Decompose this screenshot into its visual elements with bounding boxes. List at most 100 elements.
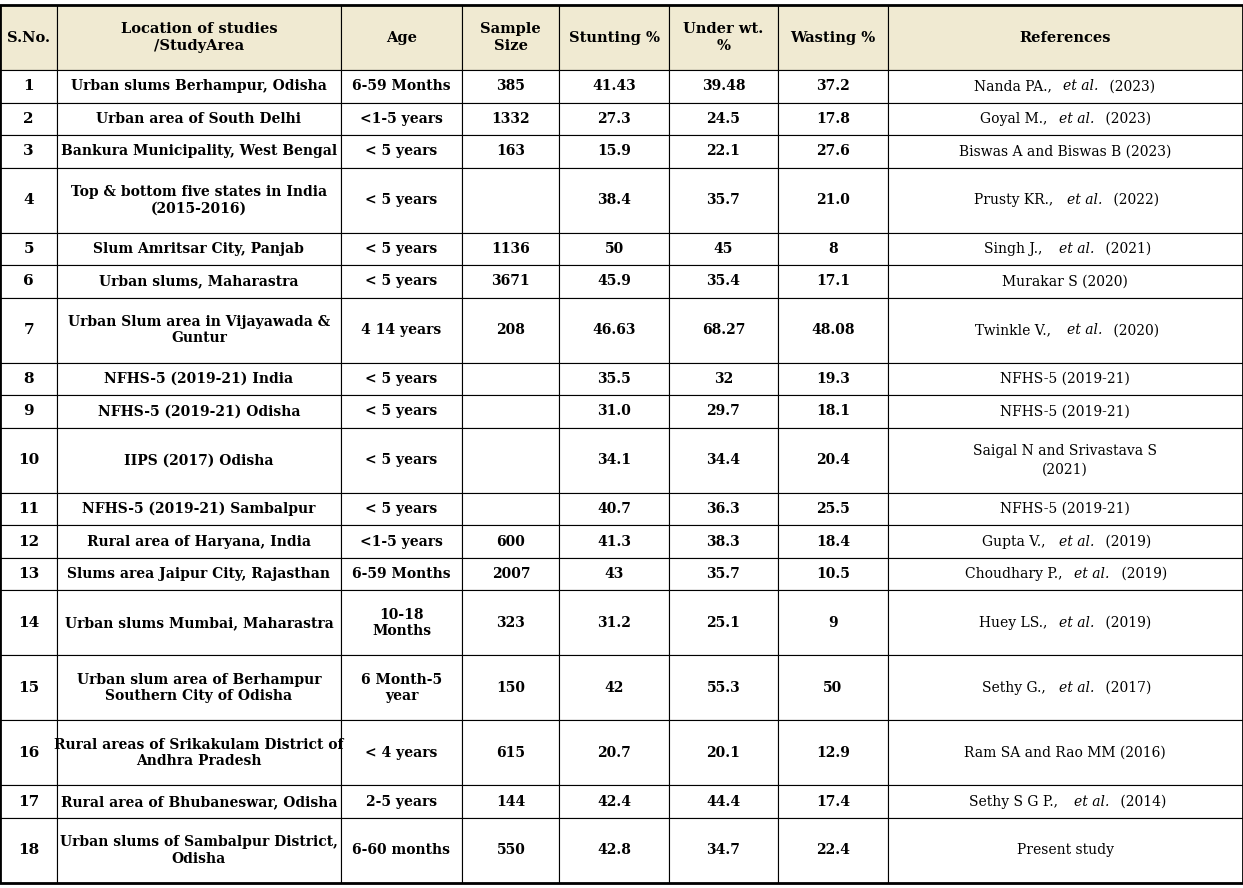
Text: 16: 16 [17, 746, 40, 760]
Bar [778, 428, 888, 493]
Text: 41.43: 41.43 [592, 79, 636, 93]
Bar [669, 297, 778, 362]
Text: 150: 150 [496, 681, 526, 695]
Text: < 4 years: < 4 years [365, 746, 438, 760]
Bar [57, 428, 341, 493]
Text: NFHS-5 (2019-21): NFHS-5 (2019-21) [1001, 404, 1130, 418]
Text: 18.4: 18.4 [815, 535, 850, 549]
Bar [669, 5, 778, 70]
Text: 20.4: 20.4 [815, 453, 850, 467]
Text: 3671: 3671 [491, 274, 531, 289]
Text: 3: 3 [24, 145, 34, 158]
Text: (2019): (2019) [1101, 616, 1151, 630]
Bar [559, 395, 669, 428]
Bar [888, 297, 1243, 362]
Bar [341, 493, 462, 526]
Text: Rural areas of Srikakulam District of
Andhra Pradesh: Rural areas of Srikakulam District of An… [55, 738, 343, 768]
Text: Slums area Jaipur City, Rajasthan: Slums area Jaipur City, Rajasthan [67, 567, 331, 581]
Bar [778, 102, 888, 135]
Text: 20.7: 20.7 [597, 746, 631, 760]
Text: 17.4: 17.4 [815, 795, 850, 809]
Text: 37.2: 37.2 [815, 79, 850, 93]
Text: et al.: et al. [1059, 535, 1094, 549]
Bar [559, 70, 669, 102]
Text: Saigal N and Srivastava S: Saigal N and Srivastava S [973, 444, 1157, 458]
Text: Sample
Size: Sample Size [481, 22, 541, 52]
Text: 40.7: 40.7 [597, 502, 631, 516]
Bar [0, 5, 57, 70]
Bar [57, 297, 341, 362]
Bar [669, 266, 778, 297]
Bar [0, 558, 57, 591]
Bar [888, 655, 1243, 720]
Text: 9: 9 [828, 616, 838, 630]
Text: Bankura Municipality, West Bengal: Bankura Municipality, West Bengal [61, 145, 337, 158]
Bar [341, 786, 462, 818]
Bar [669, 558, 778, 591]
Text: Murakar S (2020): Murakar S (2020) [1002, 274, 1129, 289]
Text: 5: 5 [24, 242, 34, 256]
Text: et al.: et al. [1074, 795, 1110, 809]
Text: NFHS-5 (2019-21) India: NFHS-5 (2019-21) India [104, 372, 293, 386]
Bar [341, 297, 462, 362]
Text: 35.4: 35.4 [706, 274, 741, 289]
Text: 45: 45 [713, 242, 733, 256]
Text: Present study: Present study [1017, 844, 1114, 858]
Bar [559, 362, 669, 395]
Text: References: References [1019, 30, 1111, 44]
Bar [778, 655, 888, 720]
Bar [57, 233, 341, 266]
Bar [0, 428, 57, 493]
Bar [57, 720, 341, 786]
Bar [888, 720, 1243, 786]
Text: Prusty KR.,: Prusty KR., [973, 193, 1058, 207]
Bar [0, 493, 57, 526]
Text: 18: 18 [17, 844, 40, 858]
Text: 323: 323 [496, 616, 526, 630]
Text: 11: 11 [17, 502, 40, 516]
Text: 38.4: 38.4 [597, 193, 631, 207]
Bar [0, 70, 57, 102]
Bar [559, 428, 669, 493]
Bar [559, 266, 669, 297]
Text: 35.7: 35.7 [706, 193, 741, 207]
Bar [888, 168, 1243, 233]
Text: 39.48: 39.48 [702, 79, 745, 93]
Bar [462, 5, 559, 70]
Bar [462, 297, 559, 362]
Bar [57, 655, 341, 720]
Bar [888, 526, 1243, 558]
Text: 42.8: 42.8 [597, 844, 631, 858]
Text: (2022): (2022) [1109, 193, 1158, 207]
Text: 4: 4 [24, 193, 34, 207]
Bar [559, 135, 669, 168]
Bar [669, 526, 778, 558]
Bar [559, 720, 669, 786]
Text: 8: 8 [828, 242, 838, 256]
Text: Urban slums of Sambalpur District,
Odisha: Urban slums of Sambalpur District, Odish… [60, 836, 338, 866]
Bar [57, 818, 341, 883]
Bar [559, 558, 669, 591]
Bar [462, 591, 559, 655]
Bar [462, 720, 559, 786]
Text: Rural area of Bhubaneswar, Odisha: Rural area of Bhubaneswar, Odisha [61, 795, 337, 809]
Bar [462, 428, 559, 493]
Bar [462, 818, 559, 883]
Text: Under wt.
%: Under wt. % [684, 22, 763, 52]
Bar [341, 395, 462, 428]
Text: 6-59 Months: 6-59 Months [352, 567, 451, 581]
Text: < 5 years: < 5 years [365, 193, 438, 207]
Text: 10-18
Months: 10-18 Months [372, 607, 431, 638]
Text: 42.4: 42.4 [597, 795, 631, 809]
Bar [888, 233, 1243, 266]
Bar [462, 168, 559, 233]
Text: 32: 32 [713, 372, 733, 386]
Bar [462, 102, 559, 135]
Text: 34.1: 34.1 [597, 453, 631, 467]
Bar [888, 102, 1243, 135]
Bar [0, 395, 57, 428]
Text: et al.: et al. [1059, 112, 1094, 126]
Bar [888, 266, 1243, 297]
Text: Urban area of South Delhi: Urban area of South Delhi [97, 112, 301, 126]
Bar [0, 591, 57, 655]
